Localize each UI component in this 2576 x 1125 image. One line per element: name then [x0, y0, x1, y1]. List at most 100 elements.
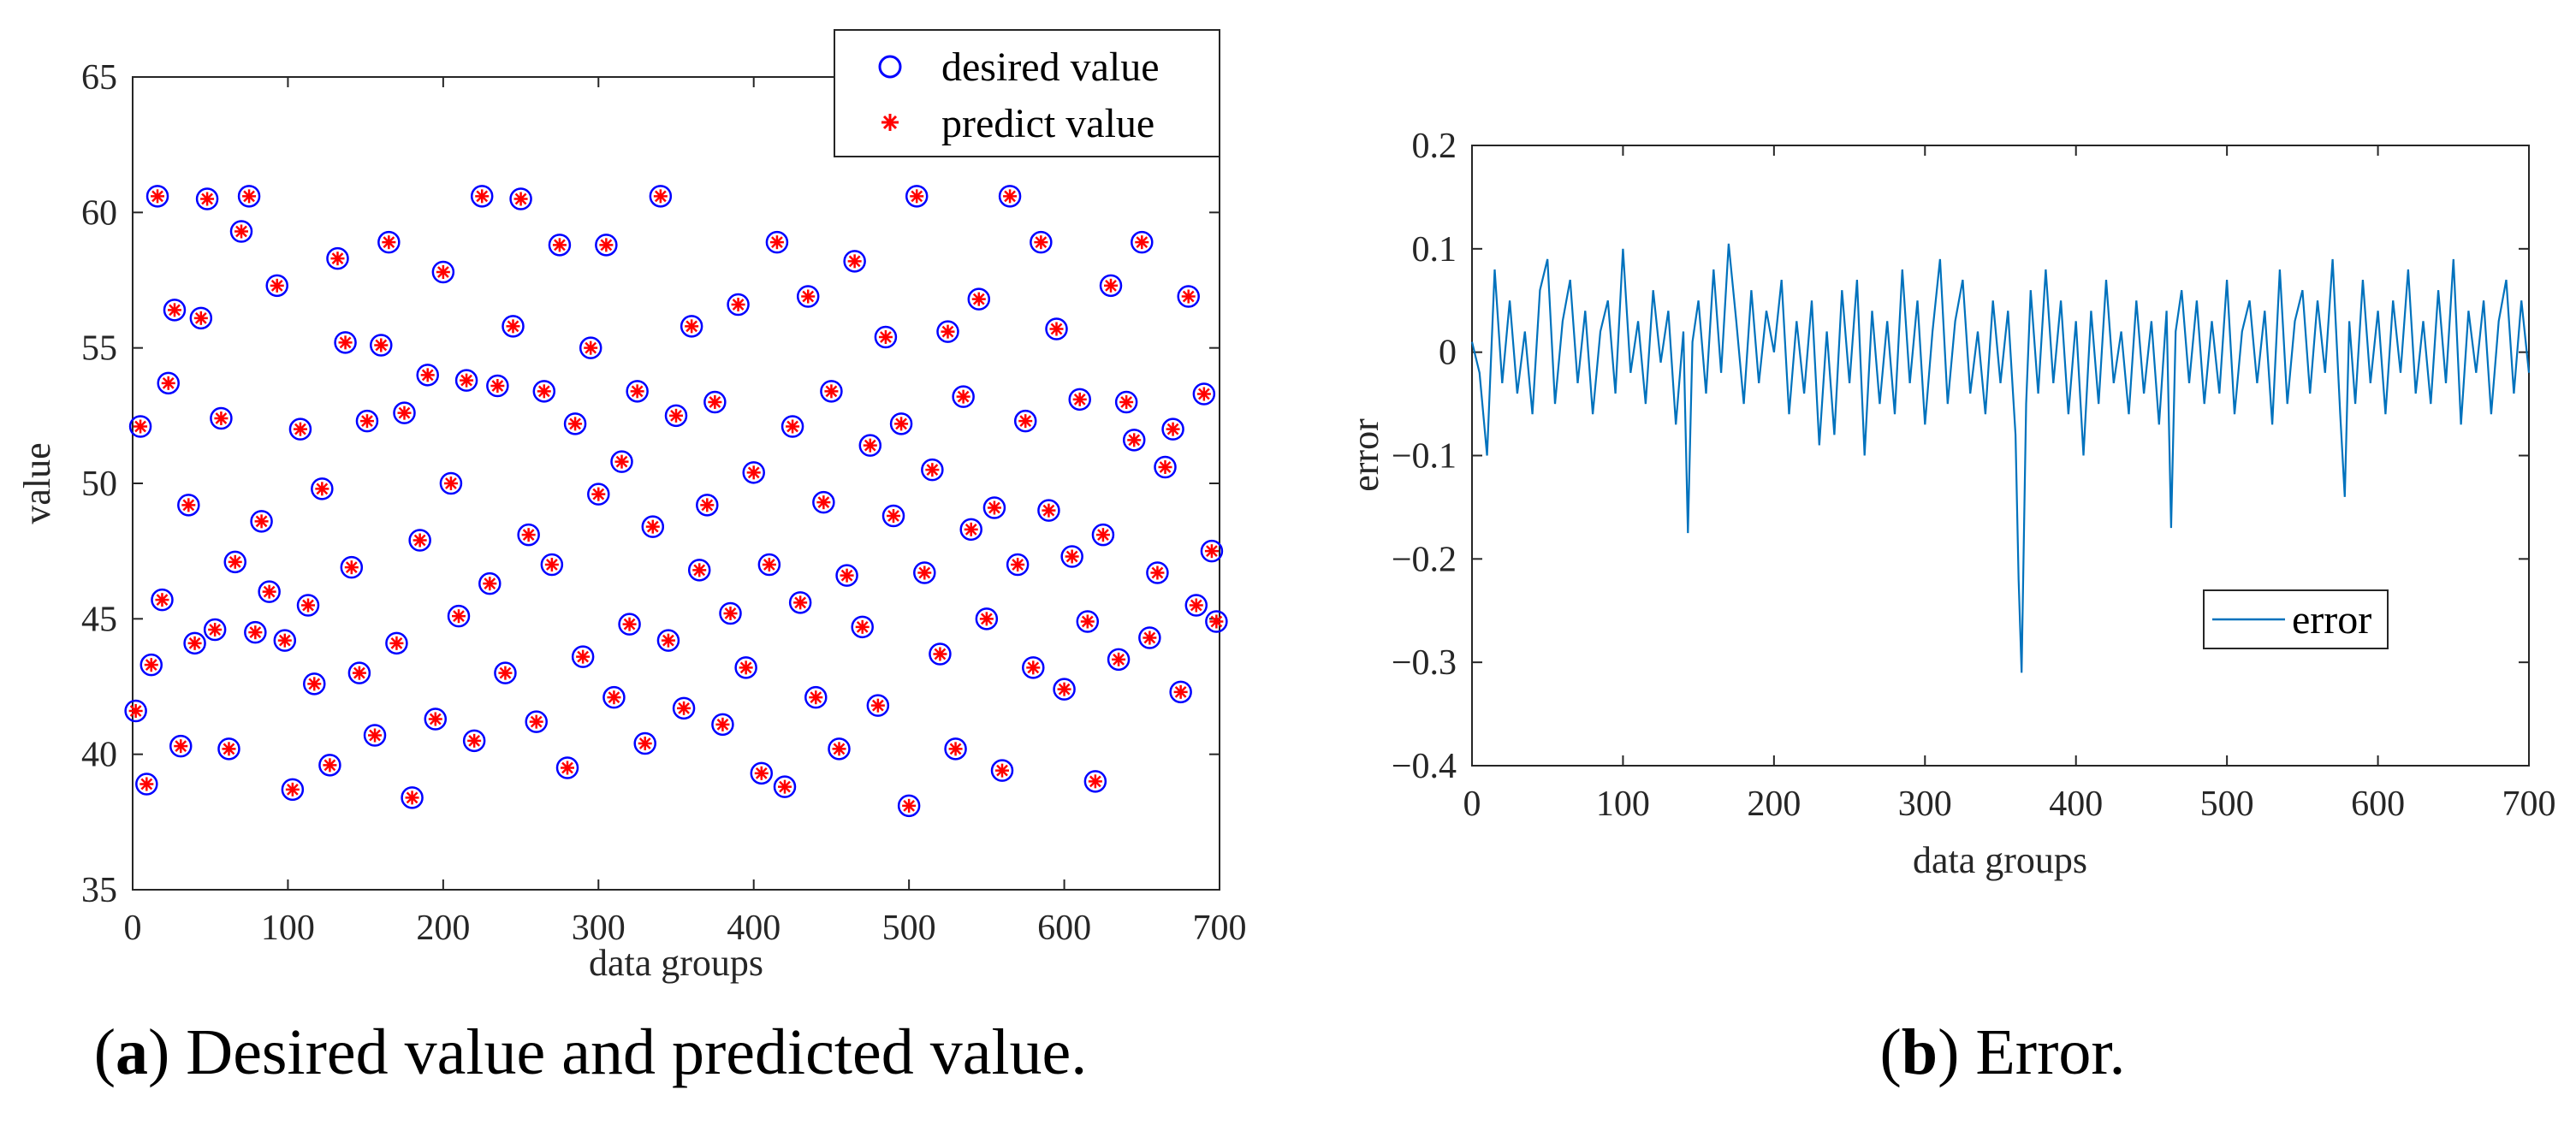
x-tick-label: 600	[2351, 785, 2405, 824]
predict-point	[870, 698, 885, 713]
predict-point	[293, 422, 307, 436]
y-tick-label: 0.1	[1412, 230, 1457, 269]
desired-point	[169, 734, 193, 758]
desired-point	[540, 553, 564, 577]
desired-point	[1083, 770, 1107, 793]
desired-point	[470, 185, 494, 208]
predict-point	[301, 598, 316, 613]
desired-point	[258, 580, 281, 603]
desired-point	[393, 401, 416, 424]
desired-point	[913, 561, 936, 584]
x-tick-label: 700	[1193, 909, 1247, 948]
desired-point	[462, 729, 486, 753]
y-tick-label: 40	[81, 736, 117, 775]
predict-point	[1143, 631, 1157, 645]
predict-point	[925, 463, 940, 477]
x-tick-label: 0	[1463, 785, 1481, 824]
desired-point	[347, 661, 371, 684]
desired-point	[944, 737, 967, 761]
desired-point	[687, 559, 711, 582]
predict-point	[413, 533, 427, 548]
predict-point	[778, 779, 792, 794]
desired-point	[1184, 594, 1208, 617]
predict-point	[467, 733, 482, 748]
predict-point	[956, 389, 970, 404]
desired-point	[757, 553, 781, 577]
predict-point	[359, 414, 374, 429]
predict-point	[979, 612, 994, 626]
desired-point	[1030, 230, 1053, 254]
predict-point	[254, 514, 269, 529]
predict-point	[661, 633, 675, 648]
predict-point	[389, 636, 404, 650]
predict-point	[677, 701, 691, 715]
desired-point	[602, 685, 626, 709]
desired-point	[874, 325, 898, 349]
predict-point	[731, 298, 745, 311]
desired-point	[680, 315, 703, 338]
predict-point	[941, 324, 955, 339]
predict-point	[878, 330, 893, 344]
predict-point	[1011, 558, 1025, 571]
predict-point	[167, 303, 181, 317]
x-tick-label: 500	[882, 909, 936, 948]
desired-point	[1060, 545, 1083, 568]
desired-point	[377, 230, 401, 254]
predict-point	[995, 763, 1009, 778]
desired-point	[244, 620, 267, 644]
desired-point	[447, 604, 471, 628]
desired-point	[128, 415, 152, 438]
predict-point	[544, 558, 559, 571]
predict-point	[452, 609, 466, 624]
predict-point	[1181, 289, 1196, 304]
predict-point	[1112, 652, 1126, 666]
predict-point	[840, 568, 854, 583]
desired-point	[812, 490, 835, 514]
desired-point	[385, 631, 408, 655]
desired-point	[548, 234, 572, 257]
desired-point	[1107, 648, 1131, 672]
desired-point	[151, 588, 174, 612]
desired-point	[1169, 680, 1192, 704]
predict-point	[1104, 278, 1118, 293]
caption-letter-b: b	[1902, 1016, 1938, 1088]
desired-point	[189, 306, 213, 330]
desired-point	[595, 234, 618, 257]
desired-point	[579, 336, 602, 359]
panel-a-legend: desired value predict value	[834, 29, 1220, 157]
desired-point	[982, 496, 1006, 519]
predict-point	[521, 528, 536, 542]
desired-point	[1177, 285, 1200, 308]
desired-point	[796, 285, 820, 308]
y-tick-label: −0.3	[1392, 643, 1457, 683]
predict-point	[746, 465, 761, 480]
predict-point	[506, 319, 520, 334]
desired-point	[1192, 382, 1216, 406]
desired-point	[587, 483, 610, 506]
predict-point	[576, 649, 591, 664]
desired-point	[727, 293, 750, 317]
desired-point	[145, 185, 169, 208]
predict-point	[222, 742, 236, 756]
desired-point	[788, 591, 812, 614]
desired-point	[326, 246, 349, 270]
predict-point	[855, 619, 870, 634]
predict-point	[1026, 660, 1041, 675]
desired-point	[672, 696, 696, 720]
desired-point	[177, 494, 200, 517]
desired-point	[163, 299, 187, 322]
predict-point	[987, 500, 1001, 515]
desired-point	[1037, 499, 1060, 522]
predict-point	[382, 235, 396, 250]
y-tick-label: −0.1	[1392, 437, 1457, 477]
desired-point	[217, 737, 240, 761]
predict-point	[816, 495, 831, 510]
desired-point	[1068, 388, 1091, 412]
desired-point	[525, 710, 548, 733]
predict-point	[715, 717, 730, 731]
desired-point	[288, 417, 312, 441]
predict-point	[653, 189, 668, 204]
desired-point	[1146, 561, 1169, 584]
predict-point	[262, 584, 276, 599]
